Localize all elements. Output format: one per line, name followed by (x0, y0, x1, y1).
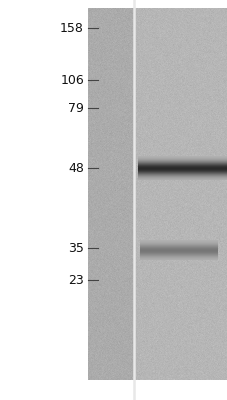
Text: 158: 158 (60, 22, 84, 34)
Text: 35: 35 (68, 242, 84, 254)
Text: 23: 23 (68, 274, 84, 286)
Text: 48: 48 (68, 162, 84, 174)
Text: 106: 106 (60, 74, 84, 86)
Text: 79: 79 (68, 102, 84, 114)
